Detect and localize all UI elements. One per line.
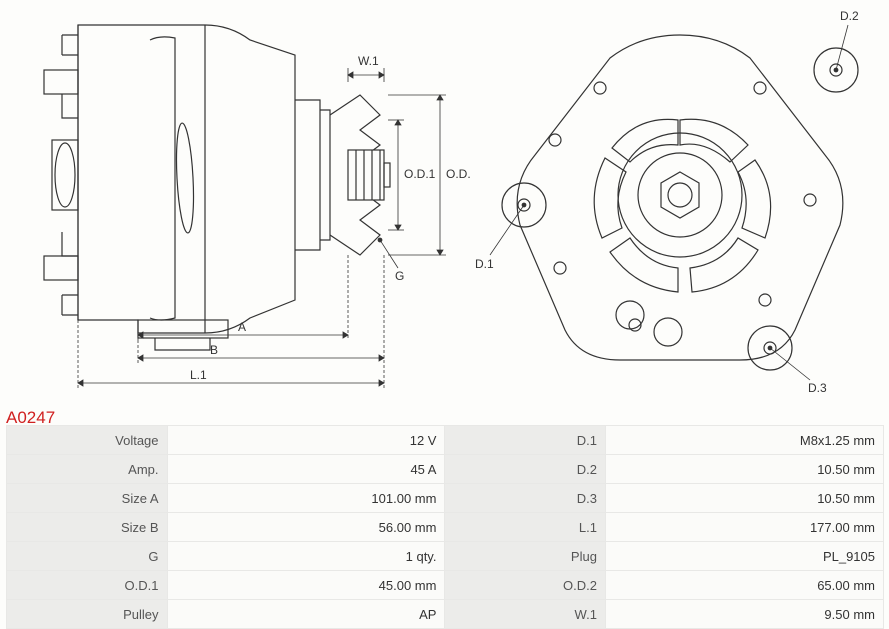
spec-row: Size B56.00 mmL.1177.00 mm: [7, 513, 883, 541]
spec-value: 56.00 mm: [168, 513, 445, 541]
part-number: A0247: [6, 408, 55, 428]
spec-value: 101.00 mm: [168, 484, 445, 512]
spec-value: AP: [168, 600, 445, 628]
label-g: G: [395, 269, 404, 283]
spec-row: PulleyAPW.19.50 mm: [7, 600, 883, 628]
spec-label: Amp.: [7, 455, 167, 483]
label-od2: O.D.2: [446, 167, 470, 181]
spec-row: O.D.145.00 mmO.D.265.00 mm: [7, 571, 883, 599]
label-b: B: [210, 343, 218, 357]
label-a: A: [238, 320, 246, 334]
spec-label: O.D.1: [7, 571, 167, 599]
spec-value: PL_9105: [606, 542, 883, 570]
technical-diagram: W.1 O.D.1 O.D.2 G A B L.1: [0, 0, 889, 395]
spec-label: D.3: [445, 484, 604, 512]
label-w1: W.1: [358, 54, 379, 68]
spec-value: 10.50 mm: [606, 455, 883, 483]
spec-label: Voltage: [7, 426, 167, 454]
spec-label: G: [7, 542, 167, 570]
spec-row: G1 qty.PlugPL_9105: [7, 542, 883, 570]
spec-row: Size A101.00 mmD.310.50 mm: [7, 484, 883, 512]
spec-row: Amp.45 AD.210.50 mm: [7, 455, 883, 483]
label-d2: D.2: [840, 9, 859, 23]
spec-table: Voltage12 VD.1M8x1.25 mmAmp.45 AD.210.50…: [6, 425, 884, 629]
spec-label: Plug: [445, 542, 604, 570]
spec-label: Pulley: [7, 600, 167, 628]
spec-value: M8x1.25 mm: [606, 426, 883, 454]
spec-label: Size A: [7, 484, 167, 512]
spec-label: L.1: [445, 513, 604, 541]
spec-label: O.D.2: [445, 571, 604, 599]
spec-value: 12 V: [168, 426, 445, 454]
spec-label: Size B: [7, 513, 167, 541]
label-d1: D.1: [475, 257, 494, 271]
front-view-drawing: D.1 D.2 D.3: [470, 0, 889, 395]
spec-value: 45.00 mm: [168, 571, 445, 599]
label-od1: O.D.1: [404, 167, 436, 181]
label-d3: D.3: [808, 381, 827, 395]
spec-value: 177.00 mm: [606, 513, 883, 541]
spec-value: 9.50 mm: [606, 600, 883, 628]
side-view-drawing: W.1 O.D.1 O.D.2 G A B L.1: [0, 0, 470, 395]
label-l1: L.1: [190, 368, 207, 382]
spec-row: Voltage12 VD.1M8x1.25 mm: [7, 426, 883, 454]
spec-value: 65.00 mm: [606, 571, 883, 599]
spec-label: D.1: [445, 426, 604, 454]
spec-value: 1 qty.: [168, 542, 445, 570]
spec-label: W.1: [445, 600, 604, 628]
spec-value: 10.50 mm: [606, 484, 883, 512]
spec-label: D.2: [445, 455, 604, 483]
spec-value: 45 A: [168, 455, 445, 483]
